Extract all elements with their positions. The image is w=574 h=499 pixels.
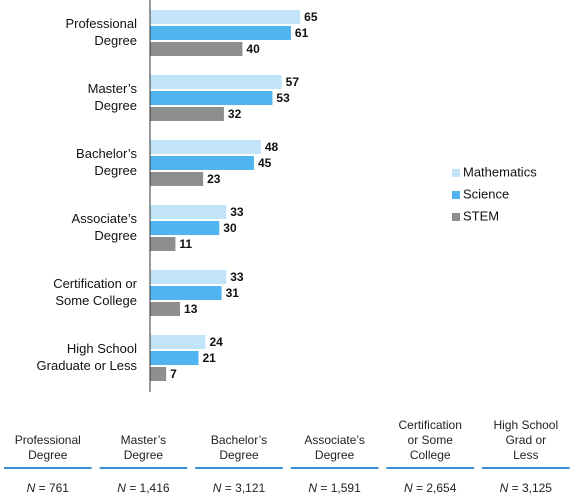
bar <box>150 237 176 251</box>
n-symbol: N <box>404 481 413 495</box>
data-label: 65 <box>304 10 318 24</box>
data-label: 61 <box>295 26 309 40</box>
data-label: 24 <box>209 335 223 349</box>
category-label: Professional <box>65 16 137 31</box>
n-symbol: N <box>308 481 317 495</box>
bar <box>150 351 199 365</box>
table-cell: N = 1,591 <box>308 481 361 495</box>
data-label: 32 <box>228 107 242 121</box>
table-header: Master’s <box>121 433 167 447</box>
category-label: Degree <box>94 163 137 178</box>
data-label: 21 <box>203 351 217 365</box>
table-header: Grad or <box>505 433 546 447</box>
table-header: College <box>410 448 451 462</box>
table-header: Degree <box>124 448 164 462</box>
n-value: = 2,654 <box>413 481 457 495</box>
legend-swatch <box>452 213 460 221</box>
bar <box>150 270 227 284</box>
table-header: Certification <box>399 418 462 432</box>
category-label: Degree <box>94 33 137 48</box>
table-cell: N = 1,416 <box>117 481 170 495</box>
n-symbol: N <box>500 481 509 495</box>
n-value: = 3,125 <box>508 481 552 495</box>
table-header: Less <box>513 448 538 462</box>
category-label: Some College <box>55 293 137 308</box>
category-label: Bachelor’s <box>76 146 137 161</box>
data-label: 7 <box>170 367 177 381</box>
category-label: Associate’s <box>71 211 137 226</box>
table-header: Degree <box>219 448 259 462</box>
table-header: Degree <box>315 448 355 462</box>
data-label: 53 <box>276 91 290 105</box>
bar <box>150 205 227 219</box>
bar <box>150 221 220 235</box>
category-label: Certification or <box>53 276 137 291</box>
table-header: Associate’s <box>304 433 364 447</box>
bar <box>150 107 224 121</box>
data-label: 33 <box>230 205 244 219</box>
table-header: Degree <box>28 448 68 462</box>
category-label: Master’s <box>88 81 138 96</box>
table-cell: N = 3,121 <box>213 481 266 495</box>
category-label: Graduate or Less <box>37 358 138 373</box>
data-label: 31 <box>226 286 240 300</box>
n-value: = 761 <box>35 481 69 495</box>
bar <box>150 335 206 349</box>
legend-swatch <box>452 169 460 177</box>
category-label: Degree <box>94 98 137 113</box>
bar <box>150 42 243 56</box>
table-cell: N = 761 <box>27 481 70 495</box>
bar <box>150 302 181 316</box>
bar <box>150 26 291 40</box>
bar <box>150 367 167 381</box>
data-label: 11 <box>179 237 192 251</box>
table-header: Professional <box>15 433 81 447</box>
category-label: High School <box>67 341 137 356</box>
data-label: 13 <box>184 302 198 316</box>
n-value: = 3,121 <box>221 481 265 495</box>
data-label: 30 <box>223 221 237 235</box>
legend-label: STEM <box>463 208 499 223</box>
n-symbol: N <box>117 481 126 495</box>
bar <box>150 75 282 89</box>
n-value: = 1,591 <box>317 481 361 495</box>
bar <box>150 140 261 154</box>
n-symbol: N <box>27 481 36 495</box>
table-cell: N = 2,654 <box>404 481 457 495</box>
table-header: or Some <box>408 433 454 447</box>
category-label: Degree <box>94 228 137 243</box>
data-label: 48 <box>265 140 279 154</box>
table-header: High School <box>493 418 558 432</box>
data-label: 40 <box>246 42 260 56</box>
data-label: 57 <box>286 75 300 89</box>
legend-label: Mathematics <box>463 164 537 179</box>
n-value: = 1,416 <box>126 481 170 495</box>
n-symbol: N <box>213 481 222 495</box>
bar <box>150 172 204 186</box>
data-label: 33 <box>230 270 244 284</box>
legend-swatch <box>452 191 460 199</box>
data-label: 23 <box>207 172 221 186</box>
data-label: 45 <box>258 156 272 170</box>
legend-label: Science <box>463 186 509 201</box>
bar <box>150 286 222 300</box>
bar <box>150 156 254 170</box>
bar <box>150 91 273 105</box>
table-header: Bachelor’s <box>211 433 267 447</box>
table-cell: N = 3,125 <box>500 481 553 495</box>
bar <box>150 10 301 24</box>
